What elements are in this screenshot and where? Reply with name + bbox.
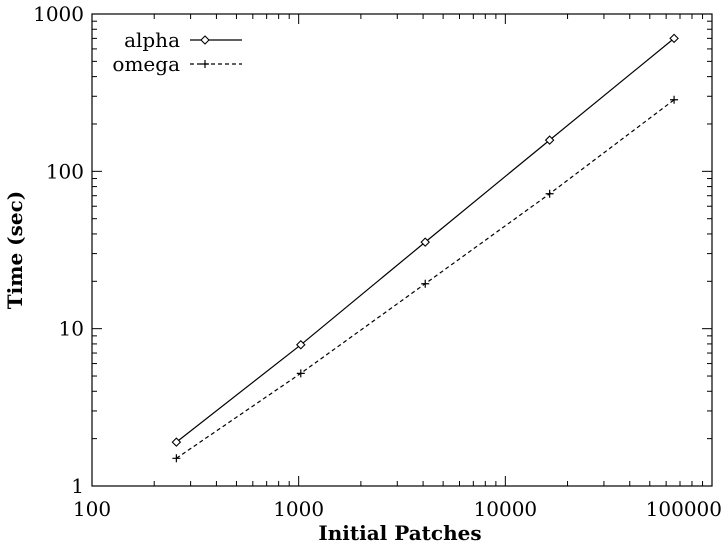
legend-marker-omega [201,60,209,68]
alpha-data-point [669,33,679,44]
plot-frame [91,13,713,487]
alpha-data-point [296,339,306,350]
alpha-data-point [544,135,555,145]
x-tick-label: 100000 [646,497,722,521]
x-tick-label: 1000 [273,497,324,521]
alpha-data-point [420,237,430,247]
legend-label-alpha: alpha [124,28,180,52]
y-tick-label: 10 [59,317,84,341]
x-tick-label: 100 [73,497,111,521]
y-tick-label: 100 [46,159,84,183]
y-tick-label: 1 [71,474,84,498]
y-tick-label: 1000 [33,2,84,26]
omega-data-point [296,369,305,378]
alpha-data-point [171,437,182,447]
y-axis-title: Time (sec) [3,191,27,309]
omega-data-point [545,189,554,198]
legend-marker-alpha [200,35,210,45]
omega-data-point [670,95,679,104]
omega-data-point [421,279,430,288]
x-axis-title: Initial Patches [318,521,481,544]
omega-series-line [176,99,675,459]
x-tick-label: 10000 [474,497,538,521]
legend-label-omega: omega [112,52,180,76]
omega-data-point [172,454,181,463]
